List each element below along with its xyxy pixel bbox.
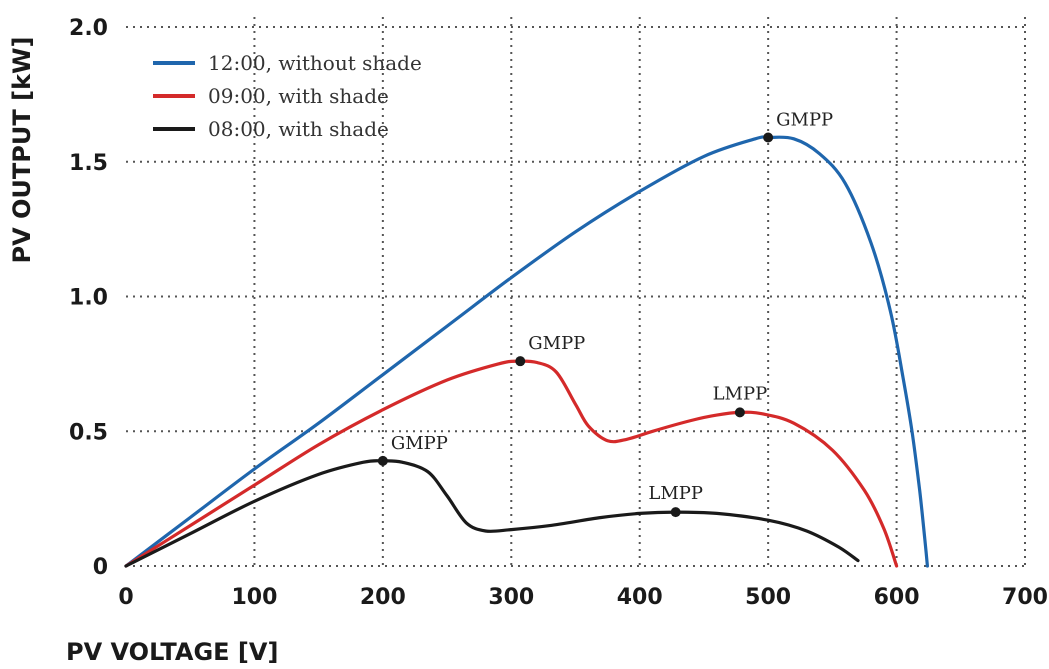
y-tick-label: 0 — [93, 555, 108, 580]
series-line-0900-shade — [124, 359, 899, 568]
grid — [126, 17, 1026, 567]
series-line-1200-no-shade — [124, 135, 929, 568]
x-tick-label: 200 — [360, 585, 406, 610]
x-tick-label: 500 — [745, 585, 791, 610]
x-tick-label: 600 — [874, 585, 920, 610]
gmpp-label: GMPP — [776, 109, 833, 130]
y-tick-label: 2.0 — [69, 16, 108, 41]
mpp-markers: GMPP GMPP LMPP GMPP LMPP — [377, 109, 833, 518]
mpp-point — [763, 132, 774, 143]
lmpp-label: LMPP — [648, 483, 703, 504]
mpp-point — [377, 455, 388, 466]
legend-label: 09:00, with shade — [208, 84, 389, 108]
legend: 12:00, without shade 09:00, with shade 08:… — [153, 51, 422, 141]
y-tick-label: 1.5 — [69, 151, 108, 176]
mpp-point — [515, 356, 526, 367]
x-tick-label: 0 — [118, 585, 133, 610]
lmpp-label: LMPP — [713, 383, 768, 404]
series-line-0800-shade — [124, 459, 860, 568]
legend-label: 08:00, with shade — [208, 117, 389, 141]
x-tick-label: 400 — [617, 585, 663, 610]
gmpp-label: GMPP — [391, 433, 448, 454]
y-tick-label: 1.0 — [69, 286, 108, 311]
curves — [124, 135, 929, 568]
tick-labels: 0 100 200 300 400 500 600 700 0 0.5 1.0 1.5 2.0 — [69, 16, 1048, 610]
legend-label: 12:00, without shade — [208, 51, 422, 75]
y-tick-label: 0.5 — [69, 420, 108, 445]
gmpp-label: GMPP — [528, 333, 585, 354]
mpp-point — [734, 407, 745, 418]
mpp-point — [670, 507, 681, 518]
x-tick-label: 700 — [1002, 585, 1048, 610]
x-tick-label: 100 — [231, 585, 277, 610]
y-axis-title: PV OUTPUT [kW] — [8, 37, 36, 264]
x-axis-title: PV VOLTAGE [V] — [66, 638, 278, 666]
x-tick-label: 300 — [488, 585, 534, 610]
